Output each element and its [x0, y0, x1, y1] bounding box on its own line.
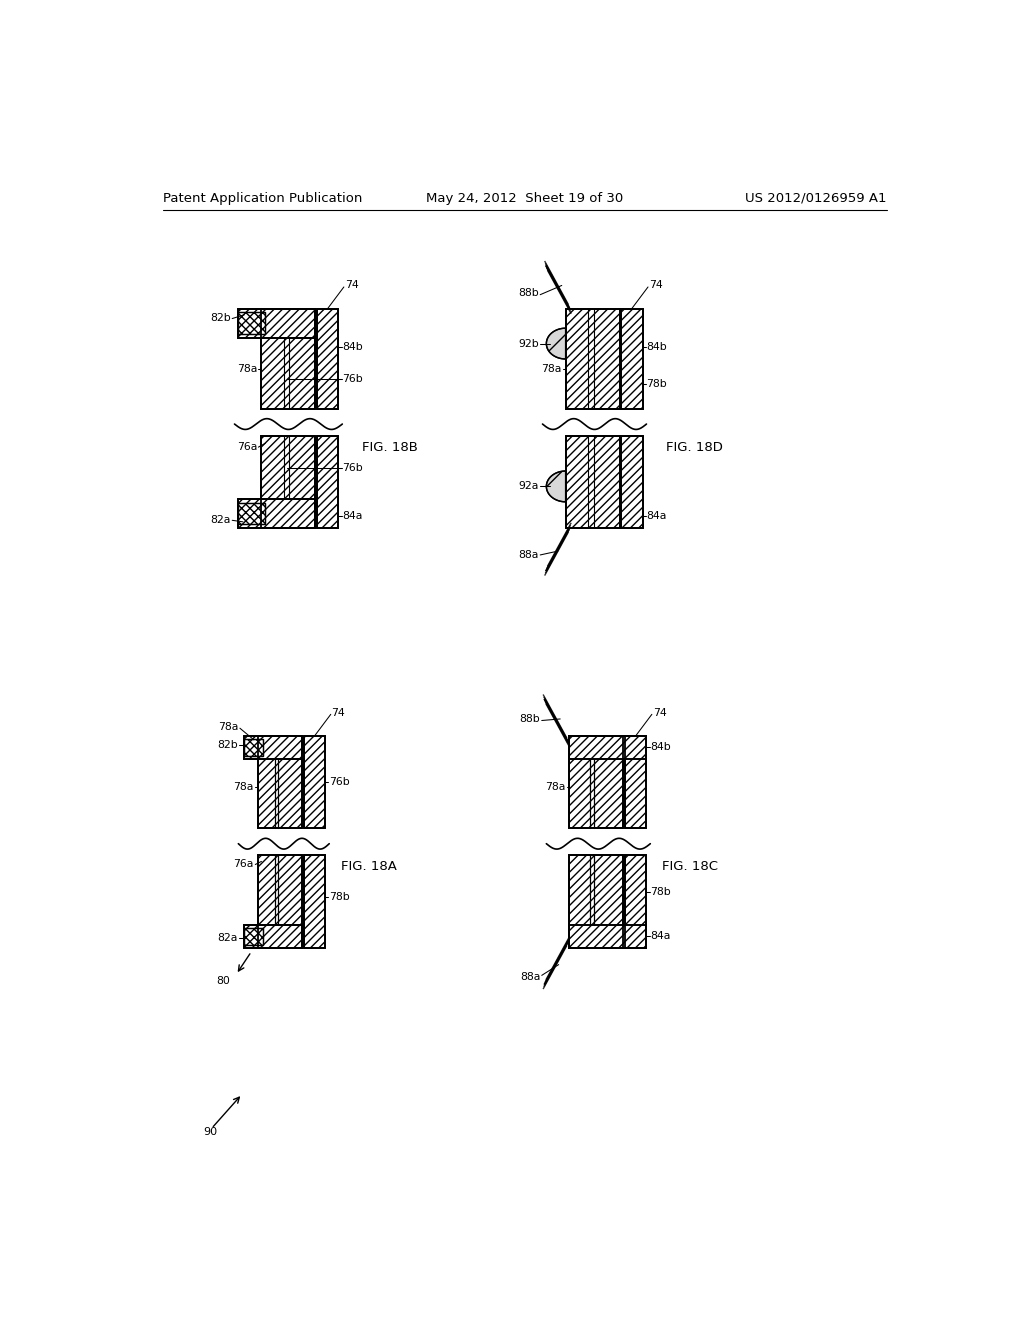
- Text: 84b: 84b: [646, 342, 668, 351]
- Text: FIG. 18D: FIG. 18D: [666, 441, 723, 454]
- Text: FIG. 18B: FIG. 18B: [361, 441, 418, 454]
- Bar: [244, 924, 302, 948]
- Bar: [258, 855, 302, 948]
- Bar: [625, 855, 646, 948]
- Text: 78b: 78b: [646, 379, 668, 388]
- Text: 84b: 84b: [342, 342, 364, 351]
- Text: 78b: 78b: [330, 892, 350, 902]
- Text: 74: 74: [649, 280, 663, 290]
- Text: FIG. 18A: FIG. 18A: [341, 861, 396, 874]
- Text: 76b: 76b: [330, 777, 350, 787]
- Text: 76a: 76a: [238, 442, 258, 453]
- Text: 88a: 88a: [520, 972, 541, 982]
- Bar: [565, 436, 620, 528]
- Text: May 24, 2012  Sheet 19 of 30: May 24, 2012 Sheet 19 of 30: [426, 191, 624, 205]
- Bar: [304, 855, 326, 948]
- Bar: [258, 737, 302, 829]
- Bar: [261, 436, 315, 528]
- Text: 92a: 92a: [518, 482, 539, 491]
- Bar: [244, 737, 302, 759]
- Text: Patent Application Publication: Patent Application Publication: [163, 191, 362, 205]
- Text: 78a: 78a: [545, 781, 565, 792]
- Text: 88b: 88b: [518, 288, 539, 298]
- Bar: [304, 737, 326, 829]
- Bar: [565, 309, 620, 409]
- Bar: [569, 737, 624, 829]
- Bar: [569, 737, 624, 829]
- Bar: [258, 855, 302, 948]
- Text: 80: 80: [216, 975, 230, 986]
- Text: 78b: 78b: [650, 887, 671, 898]
- Text: 82a: 82a: [217, 933, 238, 944]
- Bar: [621, 436, 643, 528]
- Bar: [244, 739, 263, 756]
- Text: 84a: 84a: [646, 511, 667, 521]
- Bar: [565, 436, 620, 528]
- Bar: [244, 928, 263, 945]
- Bar: [569, 737, 646, 759]
- Text: 78a: 78a: [233, 781, 254, 792]
- Text: 76b: 76b: [342, 463, 364, 473]
- Text: 76a: 76a: [233, 859, 254, 870]
- Text: 90: 90: [204, 1127, 218, 1138]
- Bar: [304, 737, 326, 829]
- Text: US 2012/0126959 A1: US 2012/0126959 A1: [745, 191, 887, 205]
- Bar: [316, 436, 339, 528]
- Bar: [258, 737, 302, 829]
- Bar: [239, 499, 315, 528]
- Polygon shape: [547, 329, 565, 359]
- Bar: [625, 737, 646, 829]
- Polygon shape: [547, 471, 565, 502]
- Text: 82a: 82a: [210, 515, 230, 525]
- Bar: [244, 928, 263, 945]
- Text: 78a: 78a: [542, 363, 562, 374]
- Bar: [239, 313, 265, 334]
- Bar: [239, 503, 265, 524]
- Bar: [239, 313, 265, 334]
- Bar: [244, 739, 263, 756]
- Bar: [316, 436, 339, 528]
- Bar: [569, 924, 646, 948]
- Bar: [621, 436, 643, 528]
- Text: 84a: 84a: [342, 511, 362, 521]
- Bar: [304, 855, 326, 948]
- Bar: [569, 924, 646, 948]
- Bar: [625, 737, 646, 829]
- Bar: [621, 309, 643, 409]
- Bar: [239, 309, 315, 338]
- Text: 82b: 82b: [210, 313, 230, 323]
- Bar: [244, 924, 302, 948]
- Text: 78a: 78a: [238, 363, 258, 374]
- Text: 88b: 88b: [519, 714, 541, 723]
- Text: FIG. 18C: FIG. 18C: [662, 861, 718, 874]
- Text: 74: 74: [332, 708, 345, 718]
- Bar: [569, 855, 624, 948]
- Text: 78a: 78a: [218, 722, 239, 731]
- Bar: [239, 309, 315, 338]
- Text: 84a: 84a: [650, 931, 671, 941]
- Text: 74: 74: [652, 708, 667, 718]
- Bar: [569, 855, 624, 948]
- Text: 76b: 76b: [342, 374, 364, 384]
- Text: 82b: 82b: [217, 741, 238, 750]
- Bar: [569, 737, 646, 759]
- Text: 84b: 84b: [650, 742, 671, 752]
- Bar: [239, 503, 265, 524]
- Bar: [621, 309, 643, 409]
- Bar: [261, 436, 315, 528]
- Bar: [244, 737, 302, 759]
- Text: 92b: 92b: [518, 339, 539, 348]
- Bar: [625, 855, 646, 948]
- Text: 88a: 88a: [518, 550, 539, 560]
- Bar: [261, 309, 315, 409]
- Text: 74: 74: [345, 280, 358, 290]
- Bar: [239, 499, 315, 528]
- Bar: [316, 309, 339, 409]
- Bar: [565, 309, 620, 409]
- Bar: [316, 309, 339, 409]
- Bar: [261, 309, 315, 409]
